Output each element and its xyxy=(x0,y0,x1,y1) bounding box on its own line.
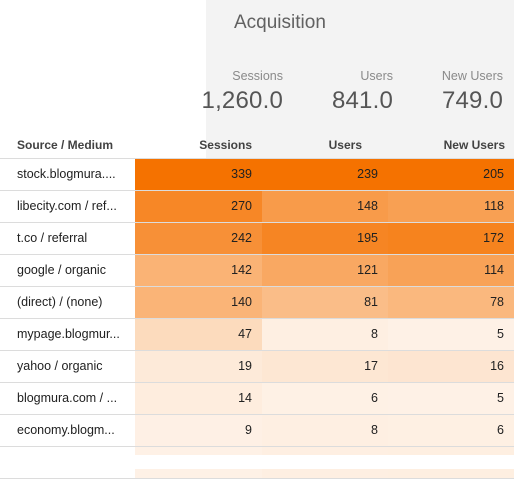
row-sessions: 140 xyxy=(135,287,262,318)
table-header: Source / Medium Sessions Users New Users xyxy=(0,138,514,158)
summary-users-value: 841.0 xyxy=(331,87,393,114)
row-users: 195 xyxy=(262,223,388,254)
summary-sessions-value: 1,260.0 xyxy=(201,87,283,114)
row-new-users: 5 xyxy=(388,319,514,350)
row-source-medium[interactable]: libecity.com / ref... xyxy=(0,191,143,222)
row-new-users: 114 xyxy=(388,255,514,286)
table-row: blogmura.com / ... 14 6 5 xyxy=(0,383,514,415)
scroll-fade xyxy=(0,455,514,469)
summary-sessions: Sessions 1,260.0 xyxy=(202,69,283,115)
group-title: Acquisition xyxy=(234,12,326,33)
row-source-medium[interactable]: google / organic xyxy=(0,255,143,286)
row-source-medium[interactable]: t.co / referral xyxy=(0,223,143,254)
row-sessions: 142 xyxy=(135,255,262,286)
column-header-users[interactable]: Users xyxy=(328,138,362,152)
row-new-users: 118 xyxy=(388,191,514,222)
table-row: economy.blogm... 9 8 6 xyxy=(0,415,514,447)
row-source-medium[interactable]: yahoo / organic xyxy=(0,351,143,382)
row-users: 148 xyxy=(262,191,388,222)
row-users: 6 xyxy=(262,383,388,414)
row-new-users: 205 xyxy=(388,159,514,190)
table-row: yahoo / organic 19 17 16 xyxy=(0,351,514,383)
row-users: 239 xyxy=(262,159,388,190)
row-source-medium[interactable]: (direct) / (none) xyxy=(0,287,143,318)
summary-new-users-value: 749.0 xyxy=(441,87,503,114)
row-new-users: 5 xyxy=(388,383,514,414)
summary-users-label: Users xyxy=(360,69,393,83)
row-new-users: 172 xyxy=(388,223,514,254)
table-row: stock.blogmura.... 339 239 205 xyxy=(0,158,514,191)
row-users: 81 xyxy=(262,287,388,318)
row-source-medium[interactable]: mypage.blogmur... xyxy=(0,319,143,350)
table-row: (direct) / (none) 140 81 78 xyxy=(0,287,514,319)
row-source-medium[interactable]: blogmura.com / ... xyxy=(0,383,143,414)
row-sessions: 14 xyxy=(135,383,262,414)
row-users: 121 xyxy=(262,255,388,286)
table-row: mypage.blogmur... 47 8 5 xyxy=(0,319,514,351)
row-users: 8 xyxy=(262,415,388,446)
row-source-medium[interactable]: economy.blogm... xyxy=(0,415,143,446)
row-sessions: 242 xyxy=(135,223,262,254)
column-header-source-medium[interactable]: Source / Medium xyxy=(17,138,114,152)
table-row: libecity.com / ref... 270 148 118 xyxy=(0,191,514,223)
row-new-users: 16 xyxy=(388,351,514,382)
row-sessions: 19 xyxy=(135,351,262,382)
summary-users: Users 841.0 xyxy=(332,69,393,115)
summary-new-users: New Users 749.0 xyxy=(442,69,503,115)
column-header-new-users[interactable]: New Users xyxy=(443,138,505,152)
row-sessions: 339 xyxy=(135,159,262,190)
row-sessions: 270 xyxy=(135,191,262,222)
row-sessions: 9 xyxy=(135,415,262,446)
summary-new-users-label: New Users xyxy=(441,69,503,83)
table-body: stock.blogmura.... 339 239 205 libecity.com … xyxy=(0,158,514,479)
row-users: 17 xyxy=(262,351,388,382)
row-source-medium[interactable]: stock.blogmura.... xyxy=(0,159,143,190)
table-row: t.co / referral 242 195 172 xyxy=(0,223,514,255)
row-sessions: 47 xyxy=(135,319,262,350)
table-row: google / organic 142 121 114 xyxy=(0,255,514,287)
summary-sessions-label: Sessions xyxy=(232,69,283,83)
column-header-sessions[interactable]: Sessions xyxy=(199,138,252,152)
row-new-users: 78 xyxy=(388,287,514,318)
row-new-users: 6 xyxy=(388,415,514,446)
row-users: 8 xyxy=(262,319,388,350)
